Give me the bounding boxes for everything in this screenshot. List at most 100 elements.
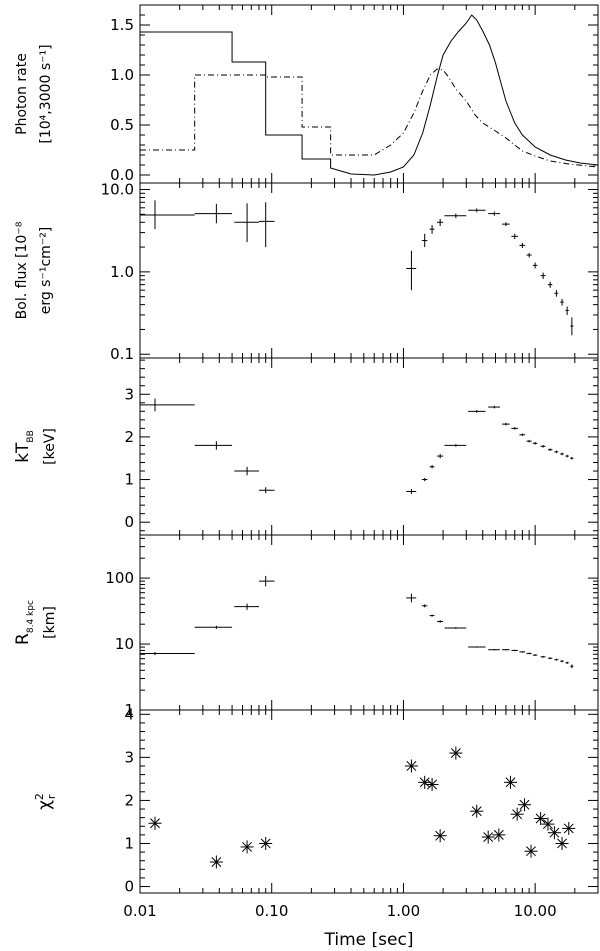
panel-frame	[139, 357, 599, 536]
data-point	[547, 281, 553, 288]
y-tick-label: 1	[124, 834, 134, 852]
asterisk-marker	[425, 777, 439, 791]
data-point	[526, 652, 532, 655]
data-point	[554, 658, 559, 661]
data-point	[437, 620, 444, 623]
data-point	[540, 272, 546, 279]
panel-photon: 0.0 0.5 1.0 1.5 Photon rate [10⁴,3000 s⁻¹]	[14, 4, 599, 184]
y-tick-label: 1	[124, 471, 134, 489]
y-tick-label: 2	[124, 791, 134, 809]
data-point	[468, 410, 486, 413]
y-axis-label: Bol. flux [10⁻⁸	[14, 221, 30, 319]
data-point	[194, 441, 233, 450]
series-line-solid	[140, 14, 598, 176]
y-tick-label: 1	[124, 701, 134, 719]
asterisk-marker	[148, 816, 162, 830]
data-point	[444, 444, 467, 447]
y-axis-label: χ2r	[33, 793, 58, 810]
shared-x-axis: 0.01 0.10 1.00 10.00 Time [sec]	[123, 902, 556, 950]
data-point	[560, 298, 564, 306]
data-point	[532, 442, 538, 445]
data-point	[234, 466, 259, 476]
data-point	[488, 649, 500, 651]
data-point	[511, 649, 518, 652]
data-point	[519, 651, 526, 653]
panels-layer: 0.0 0.5 1.0 1.5 Photon rate [10⁴,3000 s⁻¹] 0.1…	[13, 4, 599, 896]
panel-radius: 1 10 100 R8.4 kpc [km]	[13, 534, 599, 719]
data-point	[565, 306, 569, 315]
x-tick-label: 1.00	[387, 902, 420, 920]
y-axis-label-line2: [10⁴,3000 s⁻¹]	[38, 44, 54, 143]
data-point	[570, 664, 574, 669]
y-tick-label: 1.5	[110, 16, 134, 34]
data-point	[519, 433, 526, 437]
data-point	[194, 625, 233, 629]
data-point	[511, 427, 518, 430]
panel-frame	[139, 534, 599, 711]
asterisk-marker	[404, 759, 418, 773]
panel-frame	[139, 182, 599, 359]
plot-area-kT	[140, 398, 574, 495]
asterisk-marker	[504, 775, 518, 789]
asterisk-marker	[547, 826, 561, 840]
y-tick-label: 0.0	[110, 166, 134, 184]
y-axis-unit-label: [keV]	[42, 428, 58, 465]
data-point	[140, 200, 195, 230]
data-point	[258, 487, 275, 494]
y-tick-label: 4	[124, 705, 134, 723]
data-point	[234, 203, 259, 243]
panel-frame	[139, 709, 599, 894]
data-point	[501, 422, 510, 426]
series-line-dash-dot	[140, 68, 598, 168]
asterisk-marker	[524, 844, 538, 858]
asterisk-marker	[534, 812, 548, 826]
data-point	[511, 233, 518, 240]
data-point	[468, 646, 486, 648]
asterisk-marker	[562, 821, 576, 835]
data-point	[532, 262, 538, 269]
data-point	[565, 454, 569, 458]
data-point	[468, 208, 486, 213]
asterisk-marker	[541, 817, 555, 831]
data-point	[519, 242, 526, 248]
data-point	[429, 614, 435, 617]
data-point	[429, 465, 435, 469]
data-point	[554, 450, 559, 454]
asterisk-marker	[259, 836, 273, 850]
data-point	[547, 448, 553, 451]
data-point	[421, 233, 428, 248]
asterisk-marker	[240, 840, 254, 854]
panel-kT: 0 1 2 3 kTBB [keV]	[13, 357, 599, 536]
data-point	[406, 488, 417, 495]
y-tick-label: 10.0	[101, 181, 134, 199]
data-point	[258, 575, 275, 587]
y-tick-label: 1.0	[110, 66, 134, 84]
data-point	[540, 655, 546, 658]
data-point	[565, 661, 569, 664]
data-point	[140, 651, 195, 656]
data-point	[194, 203, 233, 224]
plot-area-chi2	[148, 746, 576, 869]
data-point	[437, 453, 444, 459]
y-tick-label: 0.5	[110, 116, 134, 134]
y-tick-label: 0	[124, 878, 134, 896]
y-tick-label: 0.1	[110, 345, 134, 363]
data-point	[234, 603, 259, 610]
asterisk-marker	[209, 855, 223, 869]
y-axis-label-line2: erg s⁻¹cm⁻²]	[38, 227, 54, 315]
data-point	[547, 657, 553, 660]
data-point	[429, 225, 435, 234]
asterisk-marker	[481, 830, 495, 844]
y-axis-label: kTBB	[13, 430, 36, 463]
data-point	[444, 627, 467, 629]
y-tick-label: 1.0	[110, 263, 134, 281]
panel-flux: 0.1 1.0 10.0 Bol. flux [10⁻⁸ erg s⁻¹cm⁻²]	[14, 181, 599, 363]
plot-area-photon	[140, 14, 598, 176]
asterisk-marker	[449, 746, 463, 760]
data-point	[570, 456, 574, 460]
data-point	[540, 445, 546, 448]
asterisk-marker	[517, 798, 531, 812]
asterisk-marker	[433, 829, 447, 843]
data-point	[444, 213, 467, 219]
